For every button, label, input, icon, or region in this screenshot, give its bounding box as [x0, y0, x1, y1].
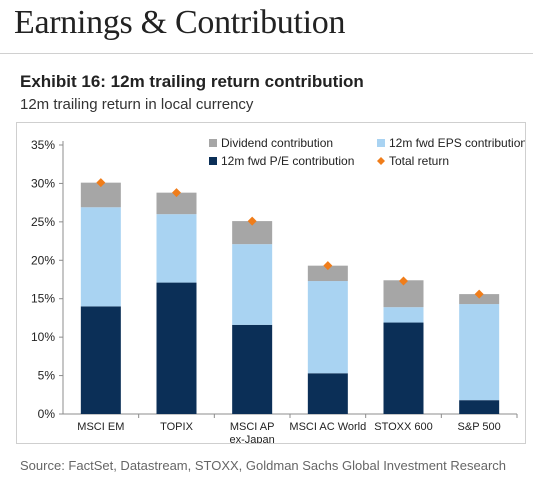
x-category-label: TOPIX — [160, 421, 193, 433]
bar-eps-segment — [383, 307, 424, 323]
bar-eps-segment — [459, 304, 500, 401]
chart: 0% 5% 10% 15% 20% 25% 30% 35% MSCI EM TOPIX MSCI A… — [31, 136, 525, 443]
bar-pe-segment — [156, 282, 197, 414]
y-tick-label: 25% — [31, 215, 55, 229]
legend-label-pe: 12m fwd P/E contribution — [221, 154, 354, 168]
x-category-label: ex-Japan — [230, 434, 275, 443]
bar-pe-segment — [80, 306, 121, 414]
y-tick-label: 15% — [31, 292, 55, 306]
legend-swatch-eps — [377, 139, 385, 147]
x-category-label: MSCI EM — [77, 421, 124, 433]
exhibit-title: Exhibit 16: 12m trailing return contribu… — [20, 72, 364, 91]
bar-dividend-segment — [232, 221, 273, 245]
bar-pe-segment — [459, 400, 500, 414]
y-tick-label: 35% — [31, 138, 55, 152]
total-return-marker — [247, 216, 257, 226]
bar-dividend-segment — [156, 192, 197, 215]
legend-swatch-pe — [209, 157, 217, 165]
x-category-label: MSCI AP — [230, 421, 275, 433]
x-category-label: MSCI AC World — [289, 421, 366, 433]
bar-pe-segment — [307, 373, 348, 414]
bar-eps-segment — [80, 207, 121, 307]
y-tick-label: 30% — [31, 176, 55, 190]
x-category-label: S&P 500 — [458, 421, 501, 433]
source-note: Source: FactSet, Datastream, STOXX, Gold… — [20, 458, 507, 473]
y-tick-label: 5% — [38, 369, 56, 383]
total-return-marker — [172, 188, 181, 198]
total-return-marker — [323, 261, 333, 271]
legend-label-eps: 12m fwd EPS contribution — [389, 136, 525, 150]
page-title: Earnings & Contribution — [14, 4, 346, 41]
chart-frame: 0% 5% 10% 15% 20% 25% 30% 35% MSCI EM TOPIX MSCI A… — [16, 122, 526, 444]
legend-marker-total — [377, 157, 385, 165]
bar-pe-segment — [232, 324, 273, 414]
y-tick-label: 20% — [31, 253, 55, 267]
x-category-label: STOXX 600 — [374, 421, 433, 433]
legend-label-dividend: Dividend contribution — [221, 136, 333, 150]
bar-eps-segment — [156, 214, 197, 283]
y-tick-label: 0% — [38, 407, 56, 421]
total-return-marker — [474, 289, 484, 299]
total-return-marker — [399, 276, 408, 286]
total-return-marker — [96, 178, 106, 188]
title-divider — [0, 53, 533, 54]
bar-dividend-segment — [459, 294, 500, 305]
legend-swatch-dividend — [209, 139, 217, 147]
bar-pe-segment — [383, 322, 424, 414]
legend-label-total: Total return — [389, 154, 449, 168]
bar-eps-segment — [232, 244, 273, 325]
bar-eps-segment — [307, 281, 348, 374]
bar-dividend-segment — [307, 265, 348, 282]
exhibit-subtitle: 12m trailing return in local currency — [20, 96, 254, 113]
y-tick-label: 10% — [31, 330, 55, 344]
